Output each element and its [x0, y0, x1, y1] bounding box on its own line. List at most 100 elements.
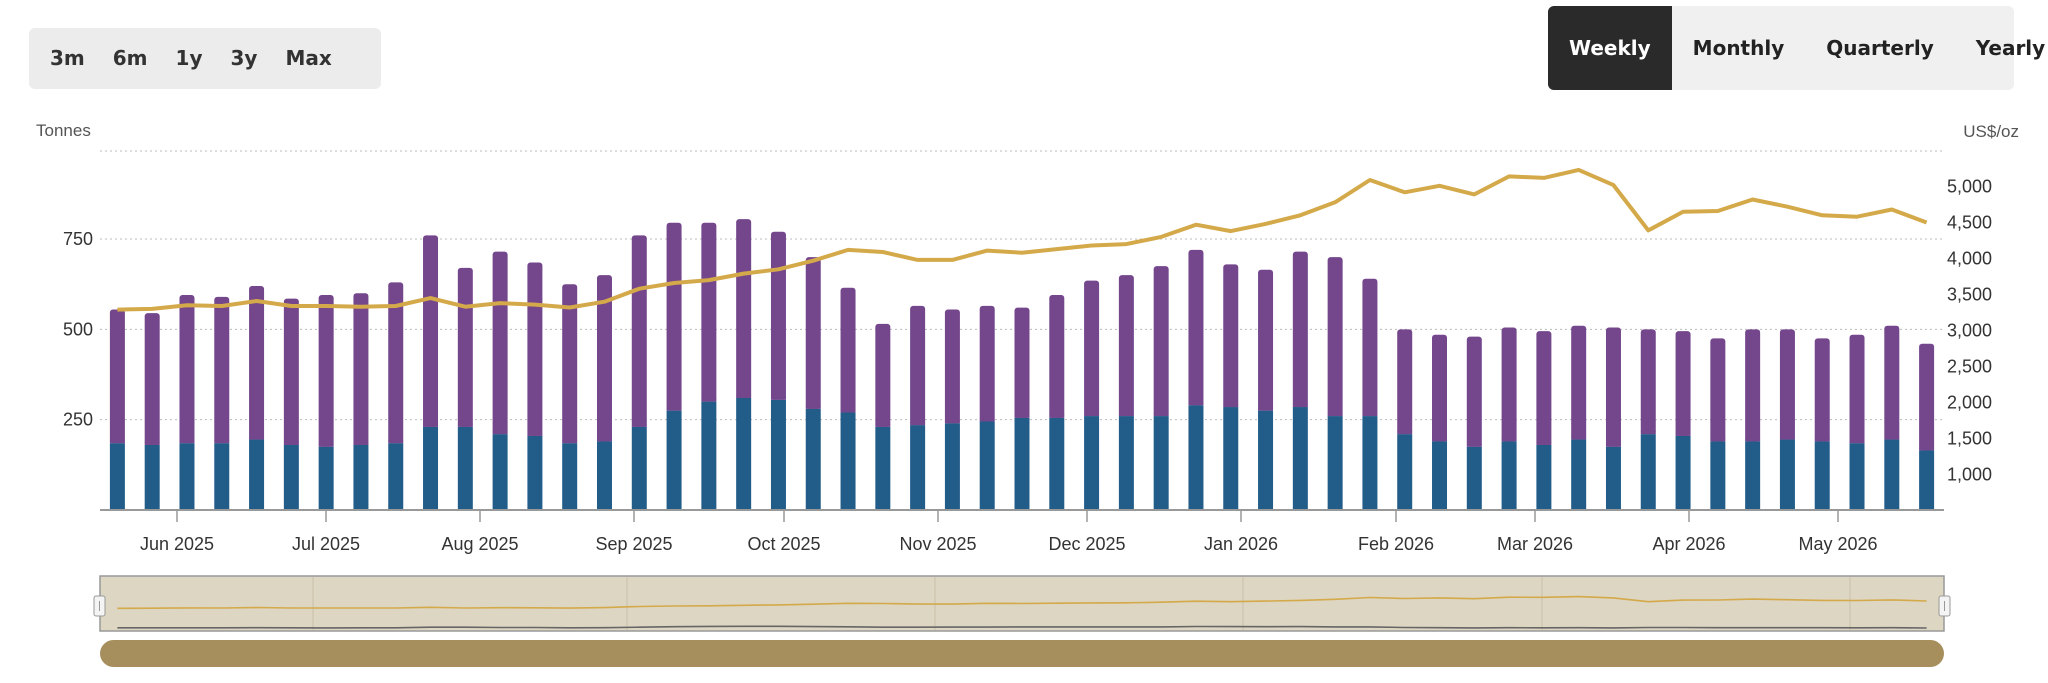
bar-bottom-segment [666, 410, 682, 510]
bar-bottom-segment [1327, 416, 1343, 510]
bar-junction [1571, 436, 1587, 440]
bar-top-segment [1501, 327, 1517, 442]
period-monthly-button[interactable]: Monthly [1692, 36, 1785, 60]
bar-junction [701, 398, 717, 402]
bar-bottom-segment [527, 435, 543, 510]
bar-bottom-segment [109, 443, 125, 510]
bar-bottom-segment [179, 443, 195, 510]
bar-top-segment [457, 267, 473, 427]
bar-top-segment [1188, 249, 1204, 406]
bar-bottom-segment [1640, 434, 1656, 510]
bar-series [109, 219, 1935, 510]
navigator-gridlines [312, 577, 1851, 630]
bar-top-segment [1292, 251, 1308, 408]
bar-top-segment [666, 222, 682, 411]
bar-top-segment [388, 282, 404, 444]
bar-top-segment [423, 235, 439, 427]
bar-bottom-segment [492, 434, 508, 510]
bar-top-segment [1919, 343, 1935, 451]
bar-top-segment [770, 231, 786, 400]
bar-top-segment [1397, 329, 1413, 435]
bar-junction [353, 441, 369, 445]
bar-bottom-segment [596, 441, 612, 510]
left-tick-label: 750 [63, 229, 93, 249]
bar-bottom-segment [388, 443, 404, 510]
bar-top-segment [1153, 266, 1169, 417]
bar-bottom-segment [249, 439, 265, 510]
x-tick-label: Feb 2026 [1358, 534, 1434, 554]
bar-bottom-segment [283, 444, 299, 510]
range-max-button[interactable]: Max [285, 46, 332, 70]
bar-junction [388, 440, 404, 444]
bar-junction [1118, 413, 1134, 417]
bar-junction [805, 405, 821, 409]
period-weekly-button[interactable]: Weekly [1548, 6, 1672, 90]
bar-bottom-segment [1605, 446, 1621, 510]
bar-bottom-segment [840, 412, 856, 510]
bar-junction [562, 440, 578, 444]
bar-bottom-segment [1466, 446, 1482, 510]
bar-junction [1640, 431, 1656, 435]
bar-bottom-segment [1397, 434, 1413, 510]
bar-bottom-segment [562, 443, 578, 510]
x-tick-label: Aug 2025 [441, 534, 518, 554]
bar-top-segment [1849, 334, 1865, 444]
bar-junction [1605, 443, 1621, 447]
bar-bottom-segment [631, 426, 647, 510]
right-axis-title: US$/oz [1963, 122, 2019, 141]
bar-bottom-segment [1153, 416, 1169, 510]
range-6m-button[interactable]: 6m [112, 46, 148, 70]
navigator-scrollbar[interactable] [100, 640, 1944, 667]
bar-bottom-segment [1849, 443, 1865, 510]
bar-junction [492, 431, 508, 435]
bar-top-segment [1814, 338, 1830, 442]
right-tick-label: 3,500 [1947, 285, 1992, 305]
right-tick-label: 2,000 [1947, 393, 1992, 413]
bar-junction [1432, 438, 1448, 442]
bar-bottom-segment [318, 446, 334, 510]
range-3y-button[interactable]: 3y [230, 46, 258, 70]
bar-top-segment [527, 262, 543, 436]
bar-top-segment [1745, 329, 1761, 442]
bar-bottom-segment [1014, 417, 1030, 510]
bar-bottom-segment [701, 401, 717, 510]
x-tick-label: Mar 2026 [1497, 534, 1573, 554]
bar-top-segment [214, 296, 230, 444]
bar-bottom-segment [1710, 441, 1726, 510]
bar-top-segment [1605, 327, 1621, 447]
bar-junction [1292, 404, 1308, 408]
bar-junction [910, 422, 926, 426]
bar-top-segment [1710, 338, 1726, 442]
x-tick-label: Jun 2025 [140, 534, 214, 554]
bar-junction [1675, 432, 1691, 436]
bar-bottom-segment [770, 399, 786, 510]
period-yearly-button[interactable]: Yearly [1975, 36, 2046, 60]
bar-bottom-segment [1779, 439, 1795, 510]
bar-bottom-segment [144, 444, 160, 510]
bar-top-segment [979, 305, 995, 422]
bar-junction [1049, 414, 1065, 418]
right-tick-label: 3,000 [1947, 321, 1992, 341]
right-tick-label: 5,000 [1947, 177, 1992, 197]
bar-top-segment [1466, 336, 1482, 447]
bar-bottom-segment [1536, 444, 1552, 510]
bar-junction [1501, 438, 1517, 442]
bar-top-segment [1536, 331, 1552, 445]
navigator-price-line [117, 595, 1927, 610]
period-quarterly-button[interactable]: Quarterly [1826, 36, 1934, 60]
bar-junction [1849, 440, 1865, 444]
bar-top-segment [249, 285, 265, 440]
bar-bottom-segment [1362, 416, 1378, 510]
bar-junction [666, 407, 682, 411]
bar-bottom-segment [1501, 441, 1517, 510]
bar-top-segment [144, 313, 160, 445]
bar-junction [1258, 407, 1274, 411]
bar-bottom-segment [457, 426, 473, 510]
range-1y-button[interactable]: 1y [175, 46, 203, 70]
range-3m-button[interactable]: 3m [50, 46, 85, 70]
bar-top-segment [910, 305, 926, 426]
bar-top-segment [944, 309, 960, 424]
bar-top-segment [179, 295, 195, 444]
bar-bottom-segment [1084, 416, 1100, 510]
bar-bottom-segment [1884, 439, 1900, 510]
